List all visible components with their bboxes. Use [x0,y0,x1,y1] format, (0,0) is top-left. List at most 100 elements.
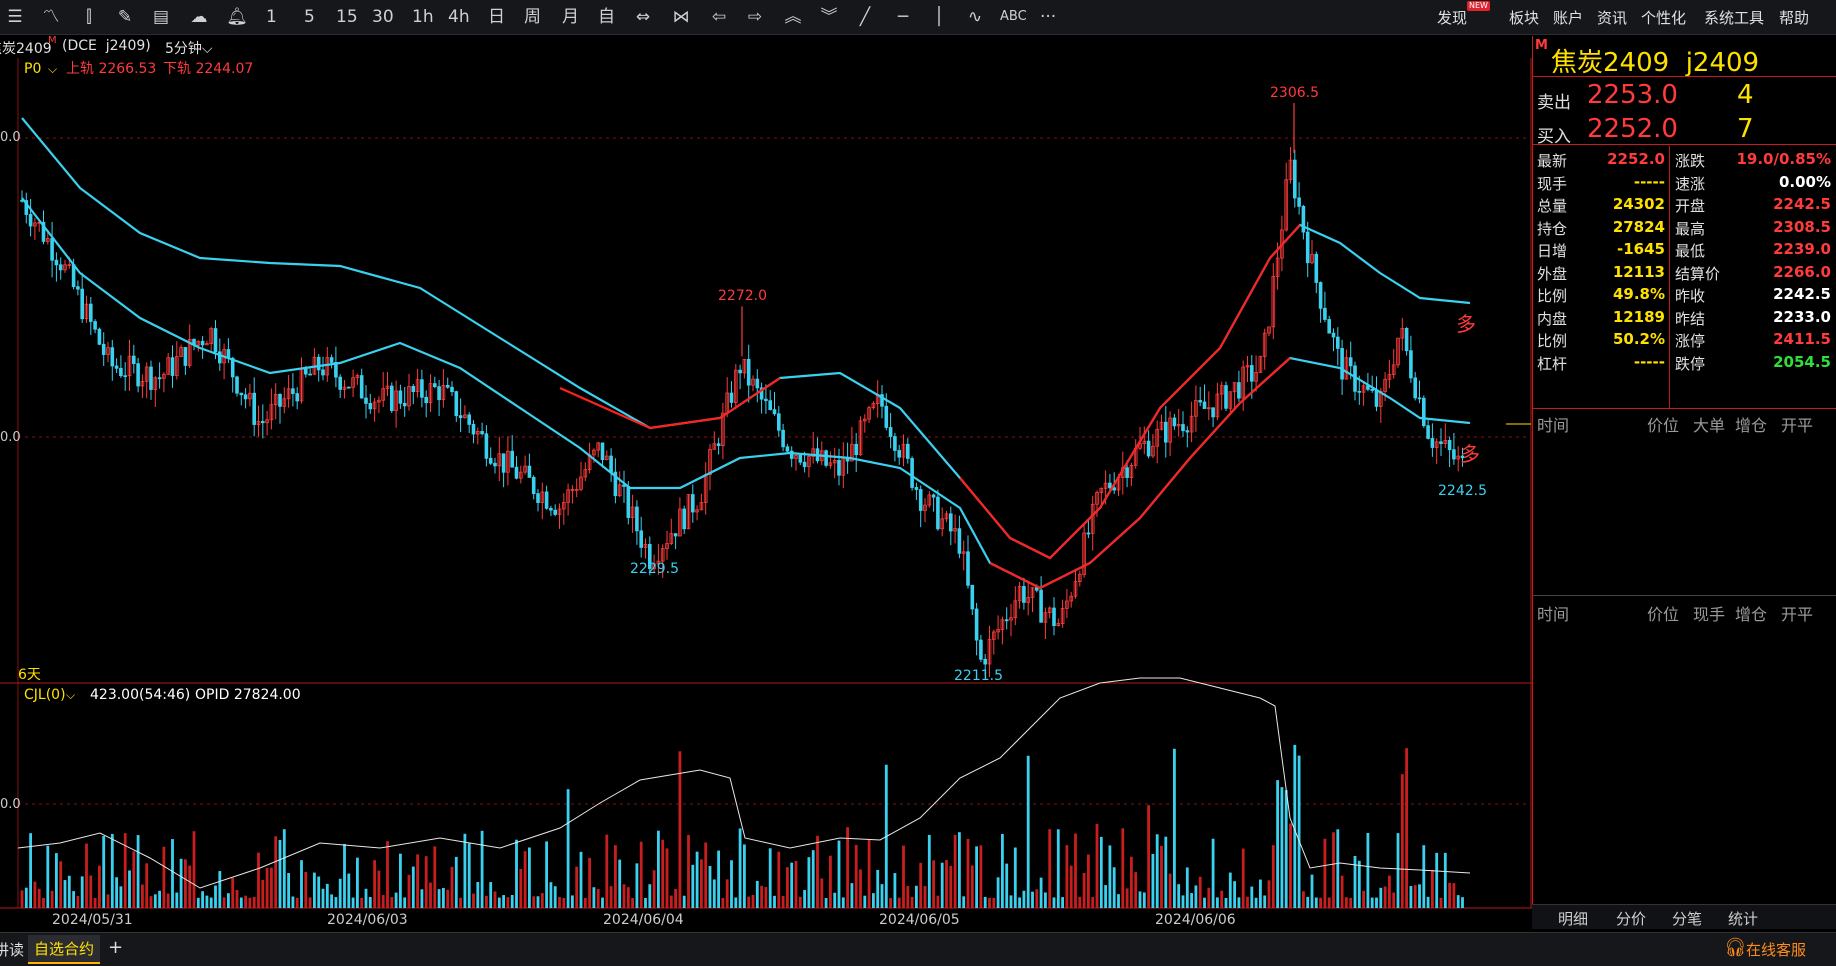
menu-news[interactable]: 资讯 [1597,9,1628,27]
quote-label: 跌停 [1675,354,1706,373]
menu-sector[interactable]: 板块 [1509,9,1540,27]
chevron-down-icon[interactable]: ︾ [820,7,838,27]
report-icon[interactable]: ▤ [152,7,170,27]
candle-body [648,544,652,569]
chevron-down-icon[interactable]: ⌵ [66,688,75,702]
volume-bar [149,896,153,908]
volume-bar [1353,855,1357,908]
quote-value: 50.2% [1612,330,1665,348]
candle-body [80,288,85,320]
candle-body [536,493,540,503]
cloud-icon[interactable]: ☁ [190,7,208,27]
hline-icon[interactable]: ─ [897,7,909,27]
tab-tick[interactable]: 分笔 [1672,910,1703,928]
period-4h[interactable]: 4h [448,7,470,27]
new-badge: NEW [1467,1,1490,11]
arrow-right-icon[interactable]: ⇨ [747,7,763,27]
vline-icon[interactable]: │ [933,7,945,27]
period-day[interactable]: 日 [488,7,505,27]
zoom-out-icon[interactable]: ⋈ [672,7,690,27]
period-15[interactable]: 15 [336,7,358,27]
volume-bar [313,872,316,908]
volume-bar [760,885,763,908]
bottom-left-label[interactable]: 讲读 [0,941,25,959]
add-tab-button[interactable]: + [108,937,124,958]
candle-body [243,394,248,400]
volume-indicator[interactable]: CJL(0) [24,687,66,703]
tab-watchlist[interactable]: 自选合约 [28,935,101,964]
candle-body [854,443,858,456]
period-month[interactable]: 月 [562,7,579,27]
candle-body [1361,385,1366,393]
tab-stats[interactable]: 统计 [1728,910,1759,928]
candle-body [884,405,889,428]
candle-body [441,385,446,401]
arrow-left-icon[interactable]: ⇦ [711,7,727,27]
volume-bar [1173,748,1176,908]
period-week[interactable]: 周 [524,7,541,27]
bell-icon[interactable]: 🔔︎ [226,7,248,27]
menu-personalize[interactable]: 个性化 [1641,9,1687,27]
quote-label: 现手 [1537,174,1568,193]
volume-bar [661,839,665,908]
period-1[interactable]: 1 [266,7,277,27]
candle-body [592,449,596,456]
volume-bar [648,884,652,908]
period-1h[interactable]: 1h [412,7,434,27]
volume-bar [1052,897,1056,908]
candle-body [1447,440,1452,451]
volume-bar [459,897,462,908]
zoom-in-icon[interactable]: ⇔ [635,7,651,27]
candle-body [166,357,171,375]
volume-bar [1035,889,1039,908]
chart-area[interactable]: P0 ⌵ 上轨 2266.53 下轨 2244.07 6天 CJL(0) ⌵ 4… [0,58,1532,928]
candle-body [678,508,682,537]
candle-body [291,388,295,394]
indicator-label[interactable]: P0 [24,61,41,77]
volume-bar [1018,897,1021,908]
upper-band-line [559,377,781,430]
bottom-bar: 讲读 自选合约 + 🎧︎ 在线客服 [0,932,1836,966]
volume-bar [631,897,634,908]
candle-body [1417,397,1422,400]
more-button[interactable]: ··· [1040,7,1057,27]
trendline-icon[interactable]: ╱ [859,7,871,27]
volume-bar [1091,897,1095,908]
menu-tools[interactable]: 系统工具 [1704,9,1765,27]
volume-bar [1082,872,1086,908]
volume-bar [747,896,751,908]
volume-bar [179,858,183,908]
line-chart-icon[interactable]: 〽 [42,7,60,27]
candlestick-icon[interactable]: ⫿ [86,7,92,27]
period-5[interactable]: 5 [304,7,315,27]
menu-icon[interactable]: ☰ [7,7,23,27]
headset-icon[interactable]: 🎧︎ [1724,937,1747,958]
period-custom[interactable]: 自 [598,7,615,27]
candle-body [41,221,46,242]
volume-bar [205,895,209,908]
menu-account[interactable]: 账户 [1553,9,1584,27]
period-select[interactable]: 5分钟⌵ [165,38,213,58]
candle-body [858,420,863,456]
chevron-up-icon[interactable]: ︽ [784,7,802,27]
volume-bar [89,875,93,908]
candle-body [613,471,618,497]
wave-icon[interactable]: ∿ [967,7,983,27]
candle-body [1185,430,1190,433]
candle-body [467,414,471,425]
text-tool[interactable]: ABC [1000,9,1027,24]
volume-bar [287,873,290,908]
candle-body [501,453,506,473]
period-30[interactable]: 30 [372,7,394,27]
online-service[interactable]: 在线客服 [1746,941,1807,959]
candle-body [1065,600,1069,609]
menu-help[interactable]: 帮助 [1779,9,1810,27]
menu-discover[interactable]: 发现 [1437,9,1468,27]
draw-icon[interactable]: ✎ [117,7,133,27]
quote-value: -1645 [1617,240,1665,258]
tab-detail[interactable]: 明细 [1558,910,1589,928]
quote-value: 49.8% [1612,285,1665,303]
volume-bar [450,866,454,908]
tab-price[interactable]: 分价 [1616,910,1647,928]
chevron-down-icon[interactable]: ⌵ [48,62,57,76]
